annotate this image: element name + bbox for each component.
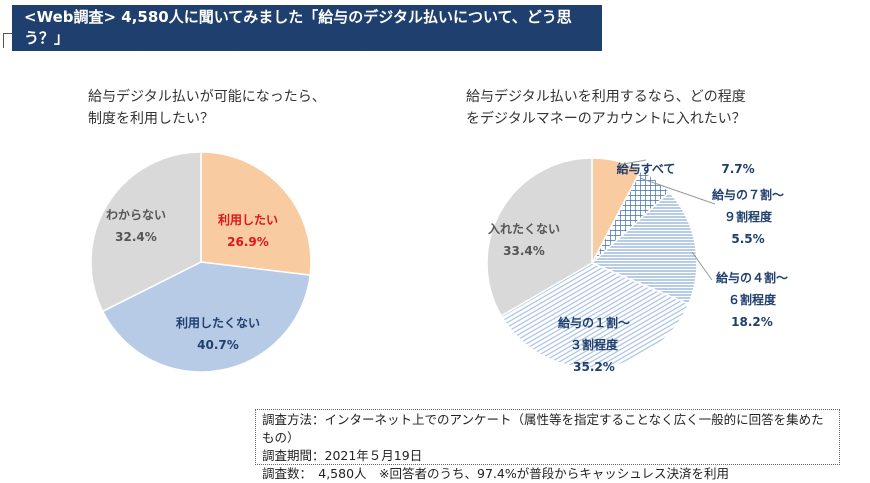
left-title-line: 制度を利用したい？ [88, 111, 214, 127]
slice-name: 利用したくない [176, 315, 260, 330]
pie-slice [200, 151, 312, 276]
slice-name: ６割程度 [728, 292, 777, 307]
slice-name: ９割程度 [724, 209, 773, 224]
leader-line [691, 251, 713, 281]
left-title-line: 給与デジタル払いが可能になったら、 [88, 89, 326, 105]
pie-slice [590, 191, 698, 306]
slice-name: わからない [106, 208, 166, 222]
header-bracket [3, 33, 13, 48]
slice-value: 18.2% [731, 315, 773, 329]
survey-period: 調査期間：2021年５月19日 [262, 448, 423, 463]
slice-name: 給与の１割～ [558, 315, 630, 330]
header-subtitle: 紀尾井町戦略研究所株式会社（令和３年５月19日） [24, 50, 375, 68]
slice-name: 入れたくない [488, 222, 560, 236]
right-chart-title: 給与デジタル払いを利用するなら、どの程度 をデジタルマネーのアカウントに入れたい… [466, 86, 746, 130]
slice-value: 40.7% [197, 338, 239, 352]
leader-line [617, 159, 647, 166]
survey-notes: 調査方法：インターネット上でのアンケート（属性等を指定することなく広く一般的に回… [255, 409, 840, 481]
header-banner: <Web調査> 4,580人に聞いてみました「給与のデジタル払いについて、どう思… [12, 5, 602, 68]
slice-value: 26.9% [227, 235, 269, 249]
right-title-line: 給与デジタル払いを利用するなら、どの程度 [466, 89, 746, 105]
pie-slice [101, 261, 312, 373]
survey-count: 調査数： 4,580人 ※回答者のうち、97.4%が普段からキャッシュレス決済を… [262, 466, 729, 481]
header-title: <Web調査> 4,580人に聞いてみました「給与のデジタル払いについて、どう思… [24, 8, 572, 47]
slice-value: 35.2% [573, 360, 615, 374]
pie-slice [90, 151, 202, 313]
slice-value: 5.5% [731, 232, 764, 246]
leader-line [639, 177, 716, 205]
slice-value: 33.4% [503, 244, 545, 258]
slice-label: 7.7% [721, 162, 754, 176]
slice-value: 32.4% [115, 230, 157, 244]
right-title-line: をデジタルマネーのアカウントに入れたい？ [466, 111, 746, 127]
slice-name: 給与の７割～ [712, 187, 784, 202]
slice-label: 給与すべて [617, 161, 676, 176]
slice-name: 利用したい [218, 212, 278, 227]
survey-method: 調査方法：インターネット上でのアンケート（属性等を指定することなく広く一般的に回… [262, 412, 824, 445]
pie-slice [486, 157, 593, 317]
left-chart-title: 給与デジタル払いが可能になったら、 制度を利用したい？ [88, 86, 326, 130]
slice-name: 給与の４割～ [716, 270, 788, 285]
slice-name: ３割程度 [570, 337, 619, 352]
